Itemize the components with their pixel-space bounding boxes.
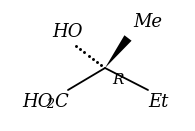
Text: HO: HO bbox=[53, 23, 83, 41]
Text: Et: Et bbox=[148, 93, 168, 111]
Text: 2: 2 bbox=[46, 99, 54, 111]
Text: C: C bbox=[54, 93, 68, 111]
Text: Me: Me bbox=[134, 13, 162, 31]
Polygon shape bbox=[105, 35, 132, 68]
Text: R: R bbox=[112, 73, 124, 87]
Text: HO: HO bbox=[22, 93, 52, 111]
